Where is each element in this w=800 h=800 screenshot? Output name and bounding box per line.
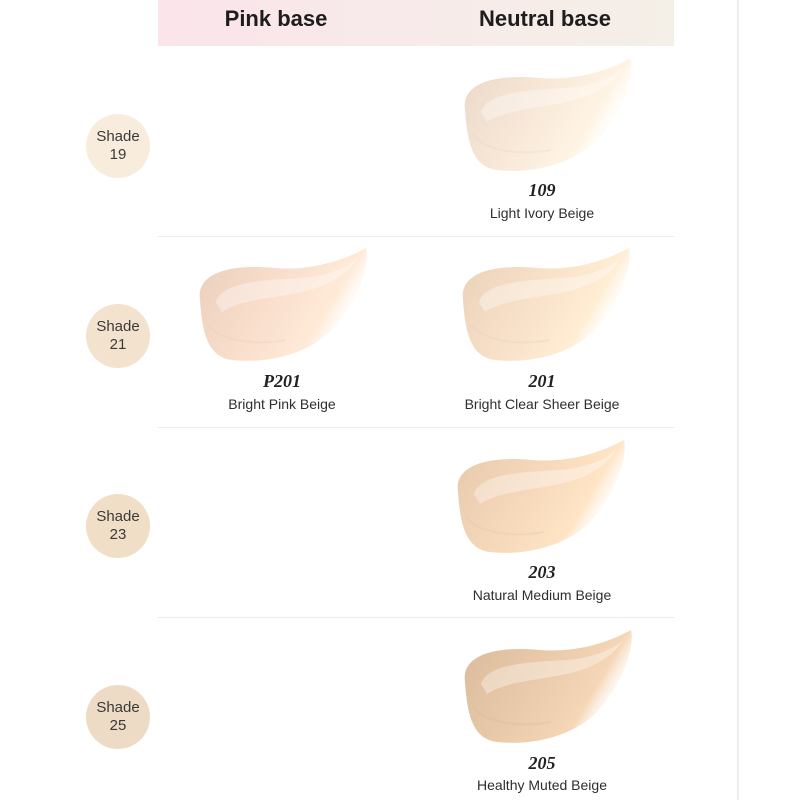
shade-number: 21 [109,336,127,353]
swatch-p201 [182,242,372,372]
shade-name: Healthy Muted Beige [477,777,607,793]
shade-number: 25 [109,717,127,734]
swatch-109 [447,52,637,182]
swatch-205 [447,624,637,754]
shade-code: P201 [263,371,301,391]
shade-code: 205 [528,753,556,773]
shade-code: 109 [528,180,556,200]
row-divider [158,236,674,237]
shade-word: Shade [96,128,140,145]
shade-word: Shade [96,318,140,335]
row-divider [158,427,674,428]
shade-number: 23 [109,526,127,543]
swatch-203 [440,434,630,564]
cream-smear-graphic [464,58,632,171]
cream-smear-graphic [462,248,630,361]
shade-name: Bright Clear Sheer Beige [464,396,620,412]
column-header-bar [158,0,674,46]
shade-code: 201 [528,371,556,391]
cream-smear-graphic [464,630,632,743]
shade-code: 203 [528,562,556,582]
shade-name: Bright Pink Beige [228,396,336,412]
cream-smear-graphic [457,440,625,553]
shade-name: Light Ivory Beige [489,205,595,221]
shade-word: Shade [96,508,140,525]
cream-smear-graphic [199,248,367,361]
pink-base-heading: Pink base [224,6,328,31]
shade-circle-19: Shade 19 [86,114,150,178]
swatch-201 [445,242,635,372]
right-edge-divider [737,0,739,800]
shade-name: Natural Medium Beige [472,587,612,603]
row-divider [158,617,674,618]
neutral-base-heading: Neutral base [478,6,612,31]
shade-number: 19 [109,146,127,163]
shade-circle-25: Shade 25 [86,685,150,749]
shade-circle-21: Shade 21 [86,304,150,368]
shade-circle-23: Shade 23 [86,494,150,558]
shade-word: Shade [96,699,140,716]
